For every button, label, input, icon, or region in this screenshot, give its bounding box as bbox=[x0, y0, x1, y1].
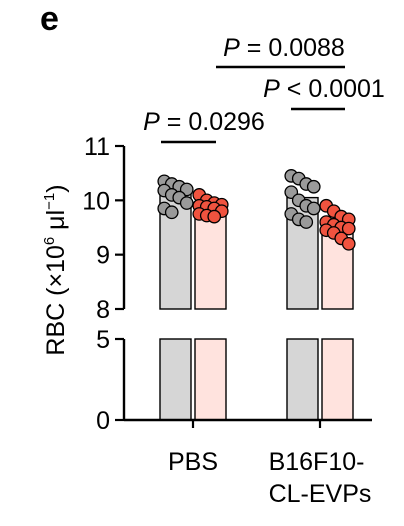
p-value-label: P = 0.0296 bbox=[143, 108, 265, 136]
y-tick-label: 9 bbox=[96, 242, 110, 270]
x-tick-label-pbs: PBS bbox=[168, 448, 218, 476]
data-point bbox=[179, 196, 194, 210]
bar-1-0-upper bbox=[194, 207, 227, 310]
y-axis-label: RBC (×106 μl−1) bbox=[41, 184, 70, 355]
y-tick-label: 8 bbox=[96, 296, 110, 324]
x-category-labels: PBS B16F10- CL-EVPs bbox=[168, 448, 371, 508]
p-italic: P bbox=[263, 75, 280, 103]
points-layer bbox=[157, 169, 356, 251]
bar-0-0-lower bbox=[159, 338, 192, 421]
data-point bbox=[299, 215, 314, 229]
y-tick-label: 0 bbox=[96, 407, 110, 435]
data-point bbox=[306, 179, 321, 194]
bar-1-1-lower bbox=[321, 338, 354, 421]
axis-layer: 8 9 10 11 0 5 bbox=[82, 133, 372, 435]
data-point bbox=[207, 209, 222, 224]
data-point bbox=[341, 236, 356, 251]
p-value-text: < 0.0001 bbox=[280, 75, 385, 103]
data-point bbox=[341, 221, 356, 236]
panel-letter: e bbox=[40, 0, 59, 38]
p-value-label: P < 0.0001 bbox=[263, 75, 385, 103]
y-tick-label: 5 bbox=[96, 326, 110, 354]
p-value-label: P = 0.0088 bbox=[223, 34, 345, 62]
p-value-text: = 0.0088 bbox=[240, 34, 345, 62]
y-tick-label: 10 bbox=[82, 187, 110, 215]
bar-0-1-lower bbox=[286, 338, 319, 421]
p-value-text: = 0.0296 bbox=[160, 108, 265, 136]
p-italic: P bbox=[143, 108, 160, 136]
data-point bbox=[306, 201, 321, 216]
bar-1-0-lower bbox=[194, 338, 227, 421]
data-point bbox=[164, 205, 179, 220]
p-italic: P bbox=[223, 34, 240, 62]
x-tick-label-evps: B16F10- CL-EVPs bbox=[269, 448, 372, 508]
y-tick-label: 11 bbox=[84, 133, 110, 161]
